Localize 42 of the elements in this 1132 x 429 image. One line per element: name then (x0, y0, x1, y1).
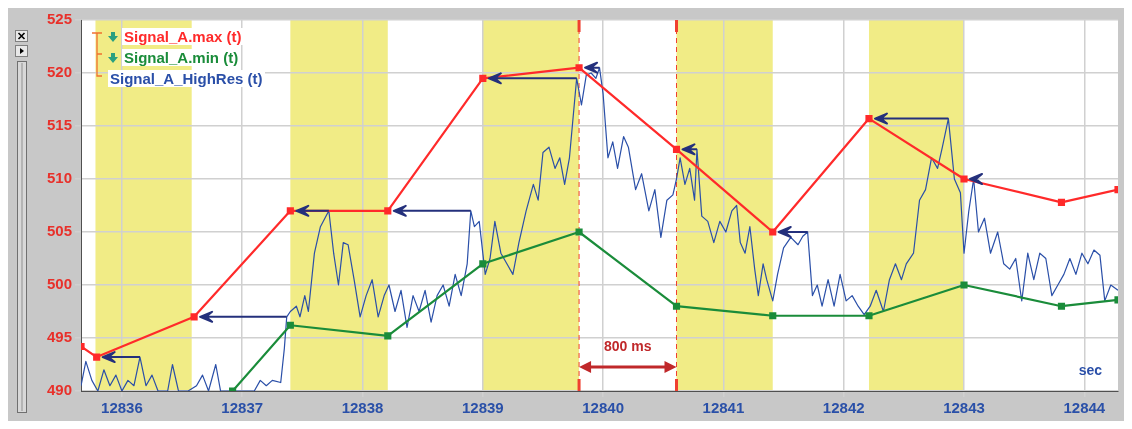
x-tick-label: 12841 (702, 399, 745, 417)
x-axis-title: sec (1078, 361, 1103, 378)
point (384, 207, 392, 215)
point (93, 353, 101, 361)
x-tick-label: 12839 (461, 399, 504, 417)
point (769, 228, 777, 236)
y-tick-label: 520 (47, 63, 73, 81)
point (479, 260, 487, 268)
point (384, 332, 392, 340)
point (575, 64, 583, 72)
y-tick-label: 510 (47, 169, 73, 187)
point (286, 207, 294, 215)
y-tick-label: 495 (47, 328, 73, 346)
y-tick-label: 505 (47, 222, 73, 240)
point (672, 145, 681, 153)
point (1057, 198, 1066, 206)
point (190, 313, 198, 321)
point (865, 312, 873, 320)
point (1057, 302, 1066, 310)
text: Signal_A_HighRes (t) (108, 70, 265, 87)
y-tick-label: 525 (47, 10, 73, 28)
point (769, 312, 777, 320)
point (960, 175, 968, 183)
point (960, 281, 968, 289)
point (479, 74, 487, 82)
point (865, 115, 873, 123)
x-tick-label: 12840 (582, 399, 624, 417)
y-tick-label: 490 (47, 381, 73, 399)
point (575, 228, 583, 236)
x-tick-label: 12843 (943, 399, 985, 417)
y-tick-label: 500 (47, 275, 73, 293)
x-tick-label: 12842 (822, 399, 865, 417)
annotation: 800 ms (604, 337, 652, 354)
x-tick-label: 12838 (341, 399, 384, 417)
point (672, 302, 681, 310)
text: Signal_A.max (t) (122, 28, 244, 45)
y-tick-label: 515 (47, 116, 73, 134)
x-tick-label: 12836 (101, 399, 143, 417)
x-tick-label: 12837 (221, 399, 264, 417)
point (286, 321, 294, 329)
x-tick-label: 12844 (1063, 399, 1106, 417)
text: Signal_A.min (t) (122, 49, 241, 66)
